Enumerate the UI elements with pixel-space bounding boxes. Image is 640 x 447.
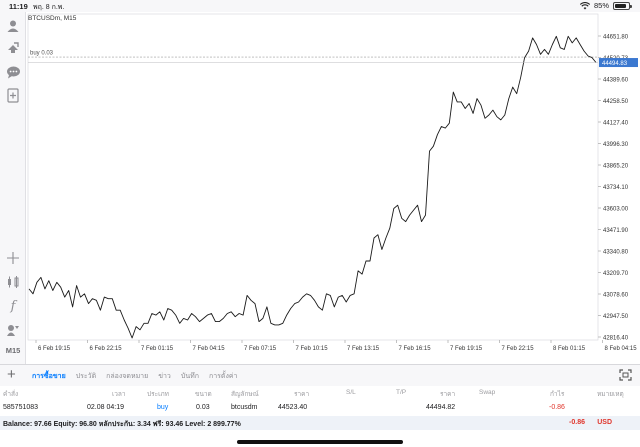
- chart-symbol-label: BTCUSDm, M15: [28, 15, 77, 22]
- expand-icon[interactable]: [619, 369, 632, 381]
- chart-canvas[interactable]: 44651.8044520.7344389.6044258.5044127.40…: [26, 12, 640, 364]
- col-comment: หมายเหตุ: [597, 391, 624, 398]
- total-profit: -0.86: [569, 419, 585, 426]
- y-tick-label: 43734.10: [603, 185, 629, 191]
- chart-toolbar: f M15: [0, 12, 26, 364]
- home-indicator: [237, 440, 403, 444]
- y-tick-label: 43471.90: [603, 228, 629, 234]
- order-line-label: buy 0.03: [30, 51, 54, 57]
- col-symbol: สัญลักษณ์: [231, 391, 259, 398]
- objects-icon[interactable]: [3, 320, 23, 340]
- x-tick-label: 7 Feb 19:15: [450, 346, 483, 352]
- tab-history[interactable]: ประวัติ: [75, 373, 97, 380]
- col-open-price: ราคา: [294, 391, 310, 398]
- bottom-bar: + การซื้อขาย ประวัติ กล่องจดหมาย ข่าว บั…: [0, 364, 640, 386]
- status-bar: 11:19 พฤ. 8 ก.พ. 85%: [0, 0, 640, 12]
- indicators-icon[interactable]: [3, 272, 23, 292]
- y-tick-label: 43603.00: [603, 206, 629, 212]
- y-tick-label: 44258.50: [603, 99, 629, 105]
- row-profit: -0.86: [549, 404, 565, 411]
- row-open-price: 44523.40: [278, 404, 308, 411]
- status-date: พฤ. 8 ก.พ.: [33, 4, 65, 11]
- trade-table-header: คำสั่ง เวลา ประเภท ขนาด สัญลักษณ์ ราคา S…: [0, 386, 640, 400]
- x-tick-label: 7 Feb 01:15: [141, 346, 174, 352]
- tab-trade[interactable]: การซื้อขาย: [32, 373, 66, 380]
- bottom-tabs: การซื้อขาย ประวัติ กล่องจดหมาย ข่าว บันท…: [32, 371, 237, 382]
- col-type: ประเภท: [147, 391, 169, 398]
- x-tick-label: 8 Feb 04:15: [605, 346, 638, 352]
- price-chart[interactable]: 44651.8044520.7344389.6044258.5044127.40…: [26, 12, 640, 364]
- status-right: 85%: [579, 1, 632, 10]
- crosshair-icon[interactable]: [3, 248, 23, 268]
- x-tick-label: 7 Feb 07:15: [244, 346, 277, 352]
- current-price-tag: [599, 58, 638, 68]
- current-price-label: 44494.83: [602, 61, 628, 67]
- x-tick-label: 7 Feb 04:15: [193, 346, 226, 352]
- y-tick-label: 42816.40: [603, 335, 629, 341]
- status-time: 11:19: [9, 2, 28, 11]
- y-tick-label: 43209.70: [603, 271, 629, 277]
- x-tick-label: 7 Feb 10:15: [296, 346, 329, 352]
- total-currency: USD: [597, 419, 612, 426]
- x-tick-label: 7 Feb 22:15: [502, 346, 535, 352]
- function-icon[interactable]: f: [10, 298, 16, 314]
- price-series-line: [28, 35, 597, 339]
- tab-settings[interactable]: การตั้งค่า: [208, 373, 238, 380]
- add-order-button[interactable]: +: [7, 366, 16, 383]
- y-tick-label: 44389.60: [603, 77, 629, 83]
- y-tick-label: 44127.40: [603, 120, 629, 126]
- table-row[interactable]: 585751083 02.08 04:19 buy 0.03 btcusdm 4…: [0, 401, 640, 415]
- tab-journal[interactable]: บันทึก: [180, 373, 199, 380]
- col-price: ราคา: [440, 391, 456, 398]
- trade-icon[interactable]: [3, 38, 23, 58]
- x-tick-label: 7 Feb 13:15: [347, 346, 380, 352]
- y-tick-label: 44651.80: [603, 34, 629, 40]
- col-time: เวลา: [112, 391, 126, 398]
- row-size: 0.03: [196, 404, 210, 411]
- tab-news[interactable]: ข่าว: [158, 373, 171, 380]
- x-tick-label: 6 Feb 19:15: [38, 346, 71, 352]
- y-tick-label: 42947.50: [603, 314, 629, 320]
- tab-mailbox[interactable]: กล่องจดหมาย: [106, 373, 149, 380]
- col-tp: T/P: [396, 389, 407, 396]
- timeframe-button[interactable]: M15: [5, 346, 21, 355]
- row-symbol: btcusdm: [231, 404, 258, 411]
- x-tick-label: 7 Feb 16:15: [399, 346, 432, 352]
- col-size: ขนาด: [195, 391, 212, 398]
- battery-icon: [613, 1, 632, 10]
- x-tick-label: 8 Feb 01:15: [553, 346, 586, 352]
- row-time: 02.08 04:19: [87, 404, 124, 411]
- account-icon[interactable]: [3, 16, 23, 36]
- row-order: 585751083: [3, 404, 39, 411]
- y-tick-label: 43865.20: [603, 163, 629, 169]
- chat-icon[interactable]: [3, 62, 23, 82]
- col-swap: Swap: [479, 389, 496, 396]
- balance-row: Balance: 97.66 Equity: 96.80 หลักประกัน:…: [0, 416, 640, 430]
- y-tick-label: 43078.60: [603, 292, 629, 298]
- col-profit: กำไร: [550, 391, 565, 398]
- col-sl: S/L: [346, 389, 356, 396]
- wifi-icon: [579, 1, 590, 9]
- y-tick-label: 43996.30: [603, 142, 629, 148]
- add-document-icon[interactable]: [3, 85, 23, 105]
- balance-text: Balance: 97.66 Equity: 96.80 หลักประกัน:…: [3, 421, 241, 428]
- plot-frame: [27, 13, 599, 341]
- x-tick-label: 6 Feb 22:15: [90, 346, 123, 352]
- y-tick-label: 43340.80: [603, 249, 629, 255]
- col-order: คำสั่ง: [3, 391, 19, 398]
- battery-percent: 85%: [593, 1, 609, 10]
- row-type: buy: [157, 404, 169, 411]
- row-price: 44494.82: [426, 404, 456, 411]
